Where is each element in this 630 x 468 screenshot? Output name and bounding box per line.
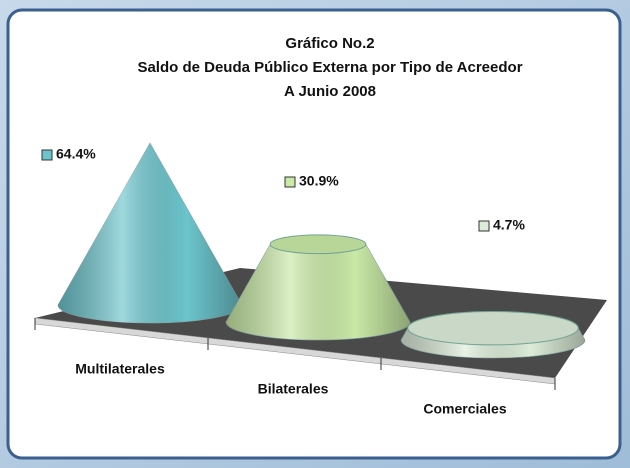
data-label: 64.4% [56,146,96,162]
chart-title: Saldo de Deuda Público Externa por Tipo … [137,59,522,76]
axis-ticks [34,318,556,390]
data-label: 4.7% [493,217,525,233]
cone-top-shade [407,311,579,345]
cone-top [269,234,367,255]
cone-top-shade [270,234,366,254]
x-tick-label: Bilaterales [258,381,329,397]
legend-swatch [284,176,296,188]
legend-swatch [41,149,53,161]
cone-top [407,310,579,346]
cone-shade [226,244,410,340]
data-label: 30.9% [299,173,339,189]
legend-swatch [478,220,490,232]
x-tick-label: Multilaterales [75,361,165,377]
chart-title: A Junio 2008 [284,83,376,100]
x-tick-label: Comerciales [423,401,506,417]
chart-title: Gráfico No.2 [285,35,374,52]
cone-shade [58,143,242,323]
